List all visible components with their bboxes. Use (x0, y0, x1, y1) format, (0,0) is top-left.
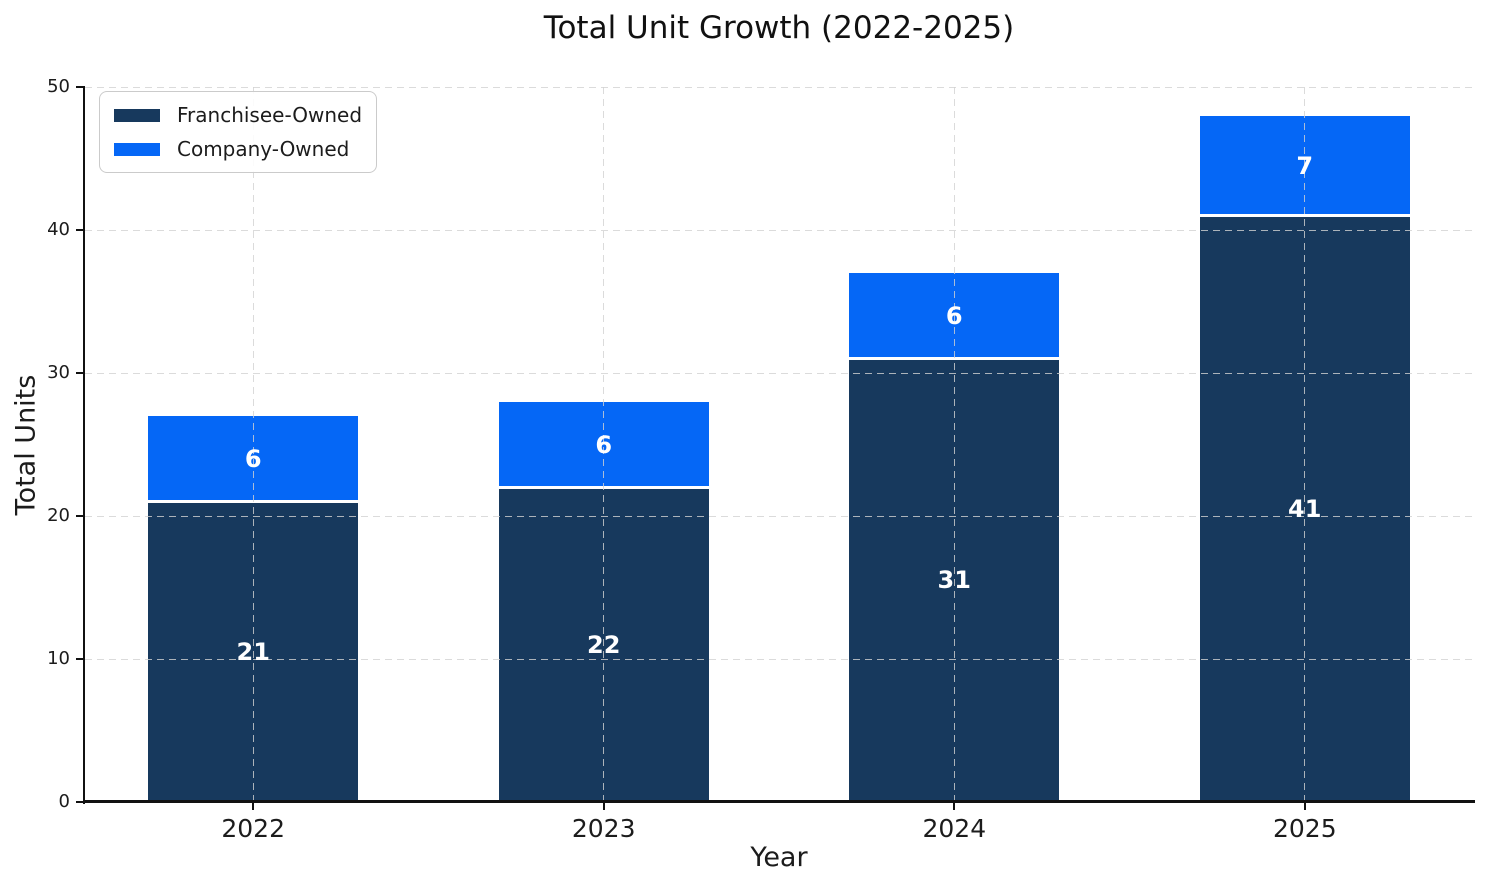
gridline-horizontal (85, 229, 1473, 231)
bar-value-label: 6 (244, 444, 262, 473)
y-tick-label: 0 (58, 791, 70, 812)
grid-layer (85, 86, 1473, 802)
gridline-vertical (1304, 87, 1306, 802)
bar-value-label: 41 (1288, 494, 1322, 523)
stack-separator (148, 500, 359, 504)
x-tick-label: 2025 (1272, 814, 1337, 843)
bar-segment (1199, 215, 1410, 802)
bar-segment (849, 272, 1060, 359)
legend-rows: Franchisee-Owned Company-Owned (114, 103, 362, 161)
legend-entry: Company-Owned (114, 137, 362, 161)
legend: Franchisee-Owned Company-Owned (99, 91, 378, 173)
x-tick-label: 2023 (571, 814, 636, 843)
bar-segment (498, 487, 709, 802)
stack-separator (849, 357, 1060, 361)
gridline-horizontal (85, 658, 1473, 660)
legend-swatch (114, 142, 160, 156)
stack-separator (1199, 214, 1410, 218)
bar-labels-layer: 21 6 22 6 31 6 41 7 (85, 87, 1473, 802)
bar-value-label: 21 (236, 637, 270, 666)
bar-value-label: 6 (945, 301, 963, 330)
bar-segment (498, 401, 709, 488)
gridline-vertical (252, 87, 254, 802)
x-tick-mark (252, 802, 255, 810)
y-axis-label: Total Units (10, 374, 42, 516)
bar-segment (148, 415, 359, 502)
y-tick-label: 50 (47, 76, 70, 97)
gridline-horizontal (85, 86, 1473, 88)
gridline-vertical (603, 87, 605, 802)
x-tick-mark (1303, 802, 1306, 810)
stack-separator (498, 485, 709, 489)
chart-title: Total Unit Growth (2022-2025) (543, 10, 1015, 46)
bar-value-label: 22 (587, 630, 621, 659)
gridline-horizontal (85, 515, 1473, 517)
bar-value-label: 31 (937, 566, 971, 595)
bar-segment (849, 358, 1060, 802)
gridline-vertical (953, 87, 955, 802)
legend-swatch (114, 108, 160, 122)
x-tick-mark (602, 802, 605, 810)
legend-entry: Franchisee-Owned (114, 103, 362, 127)
x-axis-label: Year (750, 842, 808, 873)
x-axis-spine (83, 800, 1475, 803)
x-tick-label: 2022 (221, 814, 285, 843)
y-tick-label: 10 (47, 648, 70, 669)
y-tick-label: 40 (47, 219, 70, 240)
bar-value-label: 6 (595, 430, 613, 459)
legend-label: Company-Owned (177, 137, 350, 161)
x-tick-mark (953, 802, 956, 810)
bar-segment (1199, 115, 1410, 216)
gridline-horizontal (85, 372, 1473, 374)
ticks-layer: 2022 2023 2024 2025 0 10 20 30 40 50 (47, 76, 1473, 843)
x-tick-label: 2024 (922, 814, 987, 843)
plot-area: 21 6 22 6 31 6 41 7 2022 2023 2024 2025 0 10 20 30 40 50 (47, 76, 1473, 843)
legend-label: Franchisee-Owned (177, 103, 363, 127)
bar-segment (148, 501, 359, 802)
bar-value-label: 7 (1296, 151, 1314, 180)
bars-layer (85, 87, 1473, 802)
y-axis-spine (83, 87, 85, 804)
